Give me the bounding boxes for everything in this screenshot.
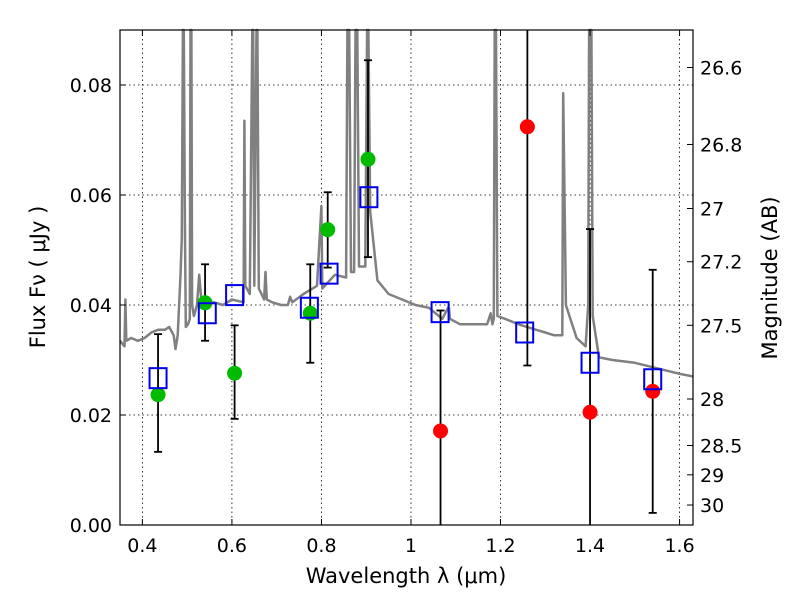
model-square bbox=[299, 296, 319, 319]
plot-frame bbox=[119, 29, 694, 526]
green-point bbox=[320, 222, 336, 238]
model-square bbox=[643, 368, 663, 391]
y-tick-label: 0.08 bbox=[70, 75, 112, 97]
right-tick-label: 30 bbox=[700, 495, 724, 517]
x-tick-label: 1 bbox=[405, 535, 417, 557]
right-tick-label: 28.5 bbox=[700, 435, 742, 457]
right-tick-label: 27.5 bbox=[700, 315, 742, 337]
y-tick-label: 0.02 bbox=[70, 405, 112, 427]
model-square bbox=[359, 186, 379, 209]
right-tick-label: 28 bbox=[700, 389, 724, 411]
right-tick-label: 29 bbox=[700, 465, 724, 487]
red-point bbox=[582, 404, 598, 420]
y-axis-label: Flux Fν ( μJy ) bbox=[26, 206, 50, 349]
y-tick-label: 0.06 bbox=[70, 185, 112, 207]
green-point bbox=[227, 365, 243, 381]
red-point bbox=[519, 119, 535, 135]
x-tick-label: 1.6 bbox=[664, 535, 694, 557]
x-axis-label: Wavelength λ (μm) bbox=[306, 564, 507, 588]
right-tick-label: 26.8 bbox=[700, 134, 742, 156]
model-square bbox=[197, 302, 217, 325]
model-square bbox=[148, 367, 168, 390]
right-tick-label: 27 bbox=[700, 198, 724, 220]
model-square bbox=[430, 301, 450, 324]
right-tick-label: 26.6 bbox=[700, 58, 742, 80]
red-point bbox=[645, 383, 661, 399]
right-tick-label: 27.2 bbox=[700, 252, 742, 274]
y-tick-label: 0.00 bbox=[70, 515, 112, 537]
error-bars bbox=[154, 30, 657, 525]
y-tick-label: 0.04 bbox=[70, 295, 112, 317]
red-point bbox=[433, 423, 449, 439]
green-point bbox=[150, 387, 166, 403]
x-tick-label: 1.2 bbox=[485, 535, 515, 557]
x-tick-label: 1.4 bbox=[575, 535, 605, 557]
model-square bbox=[319, 262, 339, 285]
data-markers bbox=[148, 119, 663, 439]
model-square bbox=[580, 351, 600, 374]
model-square bbox=[515, 321, 535, 344]
right-axis-label: Magnitude (AB) bbox=[758, 196, 782, 359]
x-tick-label: 0.8 bbox=[306, 535, 336, 557]
green-point bbox=[360, 151, 376, 167]
x-tick-label: 0.4 bbox=[127, 535, 157, 557]
model-square bbox=[225, 284, 245, 307]
tick-labels: 0.4 0.6 0.8 1 1.2 1.4 1.6 0.00 0.02 0.04 0.06 0.08 2… bbox=[70, 58, 743, 557]
axis-ticks bbox=[120, 30, 693, 526]
x-tick-label: 0.6 bbox=[217, 535, 247, 557]
